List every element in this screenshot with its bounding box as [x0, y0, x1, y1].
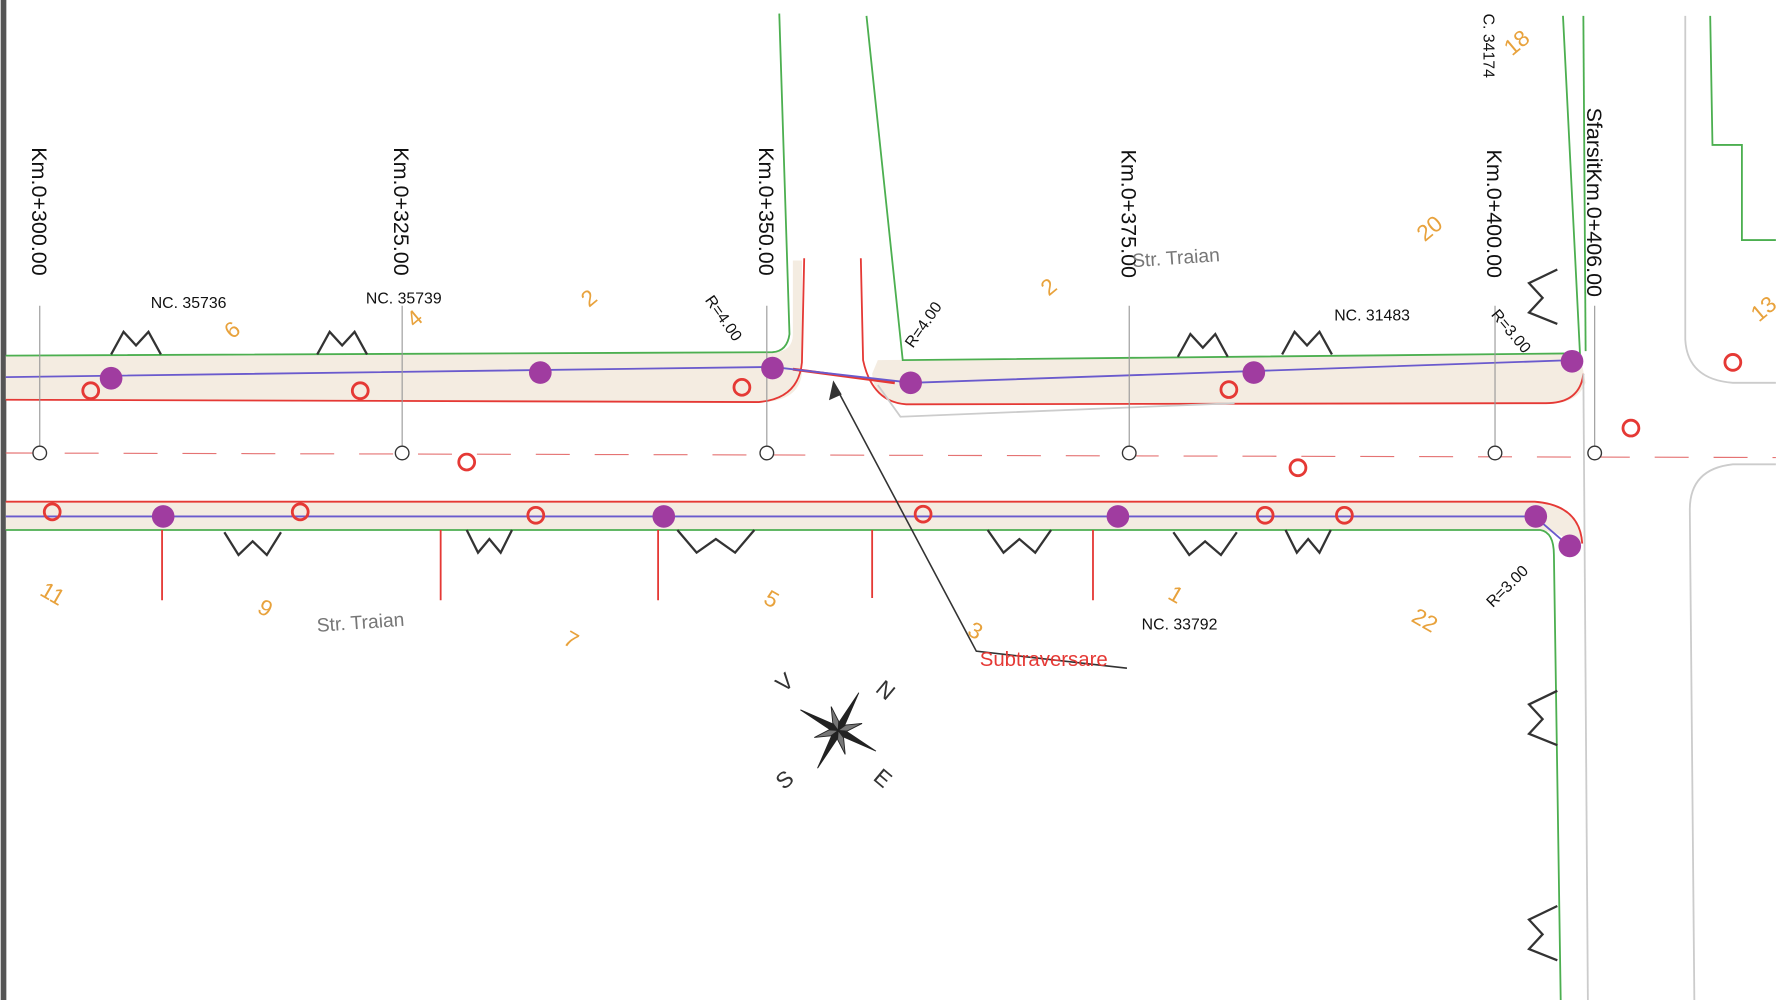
hydrant [290, 502, 310, 522]
lamp [986, 529, 1053, 555]
station-marker [759, 445, 775, 461]
labels: Km.0+300.00 Km.0+325.00 Km.0+350.00 Km.0+37… [27, 14, 1776, 795]
station-label: Km.0+400.00 [1482, 149, 1506, 278]
hydrant [732, 377, 752, 397]
parcel-label: C. 34174 [1480, 14, 1497, 78]
compass-point [814, 729, 840, 738]
lamp [1172, 531, 1238, 557]
hydrant [1288, 458, 1308, 478]
hydrant [1723, 353, 1743, 372]
hydrant [526, 505, 546, 525]
pole [151, 505, 175, 528]
hydrant [1219, 380, 1239, 399]
lamp [110, 329, 162, 356]
sidewalk-bottom [5, 501, 1583, 544]
hydrant [457, 452, 477, 472]
station-marker [1587, 445, 1603, 461]
lamp [676, 529, 756, 555]
lamp [316, 329, 369, 356]
hydrant [1255, 505, 1275, 525]
pole [1558, 534, 1582, 558]
pole [652, 505, 676, 528]
parcel-label: NC. 33792 [1142, 617, 1218, 634]
hydrant [81, 381, 101, 401]
pole [528, 361, 552, 384]
station-label: Km.0+300.00 [27, 147, 51, 276]
pole [1524, 505, 1548, 528]
symbols [32, 268, 1743, 962]
station-label: Km.0+350.00 [754, 147, 778, 276]
hydrant [350, 381, 370, 401]
sidewalk-top-left [5, 260, 802, 403]
hydrant [913, 504, 933, 524]
compass-point [837, 729, 846, 755]
crossing-label: Subtraversare [980, 649, 1108, 671]
lamp [465, 529, 514, 555]
parcel-label: NC. 31483 [1334, 307, 1410, 324]
compass-point [837, 692, 860, 732]
lamp [1284, 529, 1332, 555]
compass-point [836, 722, 863, 732]
compass-point [800, 709, 840, 732]
pole [1242, 361, 1266, 384]
station-marker [1487, 445, 1503, 461]
station-label: Km.0+375.00 [1116, 149, 1140, 278]
lamp [1527, 689, 1558, 747]
pole [761, 356, 784, 380]
lamp [1527, 904, 1558, 962]
station-marker [1121, 445, 1137, 461]
hydrant [1335, 505, 1354, 525]
pole [99, 366, 123, 390]
lamp [1176, 332, 1229, 358]
pole [1560, 349, 1584, 373]
pole [899, 371, 922, 395]
station-label: SfarsitKm.0+406.00 [1582, 108, 1606, 297]
pole [1106, 505, 1130, 528]
compass-point [837, 729, 877, 752]
compass-point [830, 706, 840, 732]
linework [5, 13, 1776, 1000]
hydrant [1621, 418, 1641, 438]
station-marker [32, 445, 48, 461]
station-marker [394, 445, 410, 461]
station-label: Km.0+325.00 [389, 147, 413, 276]
lamp [1527, 268, 1558, 325]
lamp [223, 531, 282, 557]
parcel-label: NC. 35739 [366, 291, 442, 308]
hydrant [42, 502, 62, 522]
lamp [1281, 329, 1333, 356]
parcel-label: NC. 35736 [151, 295, 227, 312]
compass-point [817, 729, 839, 769]
